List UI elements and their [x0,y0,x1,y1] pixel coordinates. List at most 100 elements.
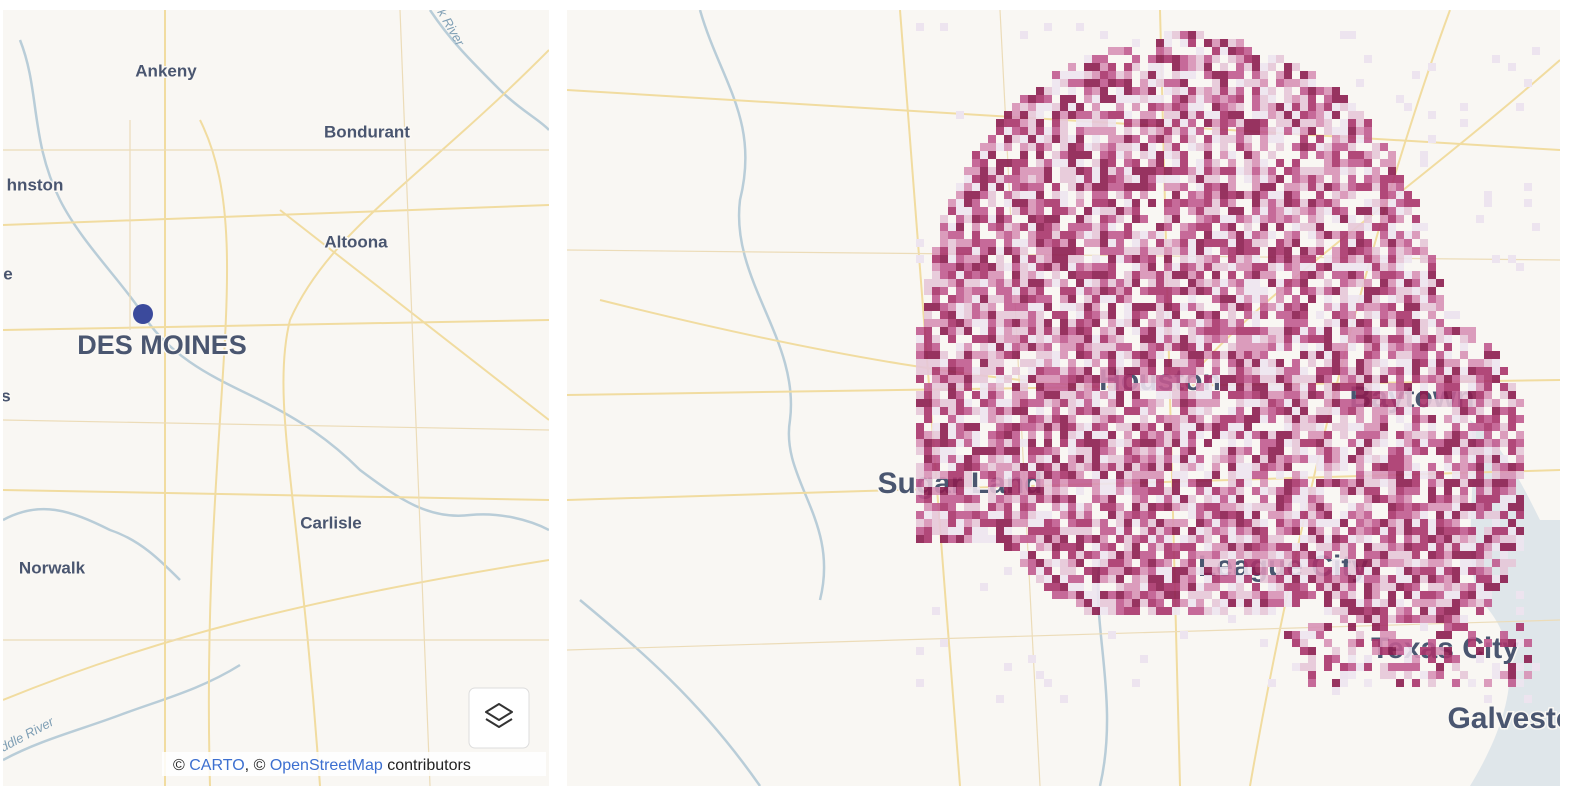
heat-cell [1332,535,1340,543]
heat-cell [1372,607,1380,615]
heat-cell [1228,207,1236,215]
heat-cell [1292,319,1300,327]
heat-cell [1172,455,1180,463]
heat-cell [1188,55,1196,63]
heat-cell [1332,95,1340,103]
heat-cell [1356,327,1364,335]
heat-cell [1316,567,1324,575]
heat-cell [948,271,956,279]
heat-cell [1020,311,1028,319]
heat-cell [1452,663,1460,671]
heat-cell [1060,151,1068,159]
heat-cell [1140,175,1148,183]
heat-cell [1300,103,1308,111]
heat-cell [1260,175,1268,183]
heat-cell [1340,215,1348,223]
heat-cell [1380,279,1388,287]
heat-cell [1284,367,1292,375]
heat-cell [1332,455,1340,463]
heat-cell [1364,399,1372,407]
heat-cell [1188,175,1196,183]
heat-cell [1132,423,1140,431]
heat-cell [1308,335,1316,343]
heat-cell [1180,103,1188,111]
heat-cell [1124,95,1132,103]
heat-cell [1356,439,1364,447]
heat-cell [1516,511,1524,519]
heat-cell [1004,319,1012,327]
heat-cell [988,439,996,447]
heat-cell [1268,583,1276,591]
heat-cell [980,583,988,591]
heat-cell [1356,151,1364,159]
heat-cell [1244,55,1252,63]
heat-cell [1388,575,1396,583]
heat-cell [1468,383,1476,391]
heat-cell [1412,447,1420,455]
heat-cell [1028,303,1036,311]
heat-cell [1156,415,1164,423]
heat-cell [1396,679,1404,687]
heat-cell [1348,583,1356,591]
heat-cell [1076,335,1084,343]
heat-cell [1412,423,1420,431]
heat-cell [1028,311,1036,319]
heat-cell [1244,311,1252,319]
heat-cell [1084,295,1092,303]
heat-cell [1260,375,1268,383]
heat-cell [1292,167,1300,175]
heat-cell [1364,183,1372,191]
heat-cell [1260,567,1268,575]
heat-cell [1340,279,1348,287]
heat-cell [1148,103,1156,111]
heat-cell [1148,87,1156,95]
heat-cell [1084,447,1092,455]
heat-cell [1188,231,1196,239]
heat-cell [1220,47,1228,55]
heat-cell [1364,175,1372,183]
heat-cell [1404,279,1412,287]
heat-cell [1388,383,1396,391]
heat-cell [964,423,972,431]
heat-cell [1372,407,1380,415]
heat-cell [1420,607,1428,615]
heat-cell [1308,183,1316,191]
heat-cell [948,519,956,527]
heat-cell [1164,343,1172,351]
heat-cell [1060,591,1068,599]
heat-cell [1148,367,1156,375]
heat-cell [1444,519,1452,527]
heat-cell [996,423,1004,431]
heat-cell [924,335,932,343]
location-marker[interactable] [133,304,153,324]
heat-cell [996,351,1004,359]
heat-cell [1124,455,1132,463]
heat-cell [1148,511,1156,519]
heat-cell [1220,167,1228,175]
heat-cell [1116,319,1124,327]
layers-button[interactable] [468,687,530,749]
heat-cell [964,263,972,271]
heat-cell [1372,591,1380,599]
heat-cell [1492,535,1500,543]
heat-cell [1252,295,1260,303]
attribution-link[interactable]: OpenStreetMap [270,757,383,774]
heat-cell [1164,439,1172,447]
heat-cell [1044,295,1052,303]
heat-cell [1244,351,1252,359]
heat-cell [1412,519,1420,527]
heat-cell [1252,239,1260,247]
heat-cell [1308,439,1316,447]
heat-cell [1420,295,1428,303]
heat-cell [1340,415,1348,423]
heat-cell [1052,455,1060,463]
heat-cell [1156,543,1164,551]
heat-cell [1092,175,1100,183]
heat-cell [1284,207,1292,215]
attribution-link[interactable]: CARTO [189,757,244,774]
heat-cell [1068,407,1076,415]
heat-cell [1220,487,1228,495]
heat-cell [980,183,988,191]
heat-cell [1356,207,1364,215]
heat-cell [1164,263,1172,271]
